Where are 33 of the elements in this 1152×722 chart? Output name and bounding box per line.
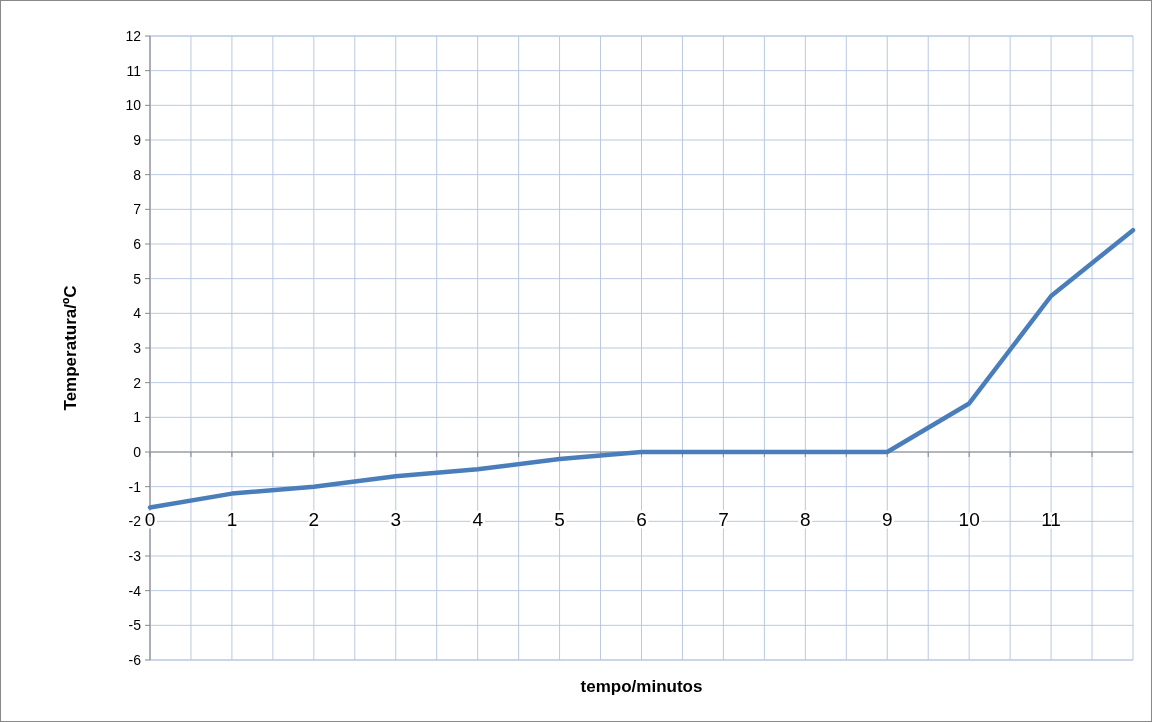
- y-tick-label: 4: [133, 305, 142, 322]
- y-tick-label: 6: [133, 235, 142, 252]
- y-tick-label: -6: [128, 651, 142, 668]
- x-tick-label: 5: [554, 509, 565, 530]
- y-tick-label: 10: [125, 97, 142, 114]
- y-tick-label: -4: [128, 582, 142, 599]
- line-series: [147, 227, 1136, 510]
- x-tick-label: 6: [636, 509, 647, 530]
- y-tick-label: 12: [125, 27, 142, 44]
- y-tick-label: -2: [128, 513, 142, 530]
- y-axis-title: Temperatura/ºC: [61, 285, 80, 411]
- x-tick-label: 7: [718, 509, 729, 530]
- x-tick-label: 1: [226, 509, 238, 530]
- x-tick-label: 10: [958, 509, 980, 530]
- x-tick-label: 9: [881, 509, 893, 530]
- y-tick-label: 5: [133, 270, 142, 287]
- x-tick-label: 11: [1041, 509, 1061, 530]
- y-tick-label: 3: [133, 339, 142, 356]
- y-tick-label: 1: [133, 409, 142, 426]
- y-tick-label: 8: [133, 166, 142, 183]
- y-tick-label: 0: [133, 443, 142, 460]
- x-tick-label: 2: [308, 509, 320, 530]
- x-tick-label: 4: [472, 509, 484, 530]
- y-tick-label: 2: [133, 374, 142, 391]
- y-tick-label: -5: [128, 617, 142, 634]
- x-axis-title: tempo/minutos: [580, 677, 703, 696]
- y-tick-label: -1: [128, 478, 142, 495]
- x-tick-label: 3: [390, 509, 402, 530]
- y-tick-label: 11: [126, 62, 142, 79]
- y-tick-label: 7: [133, 201, 142, 218]
- x-tick-label: 8: [800, 509, 811, 530]
- y-tick-label: -3: [128, 547, 142, 564]
- y-tick-label: 9: [133, 131, 142, 148]
